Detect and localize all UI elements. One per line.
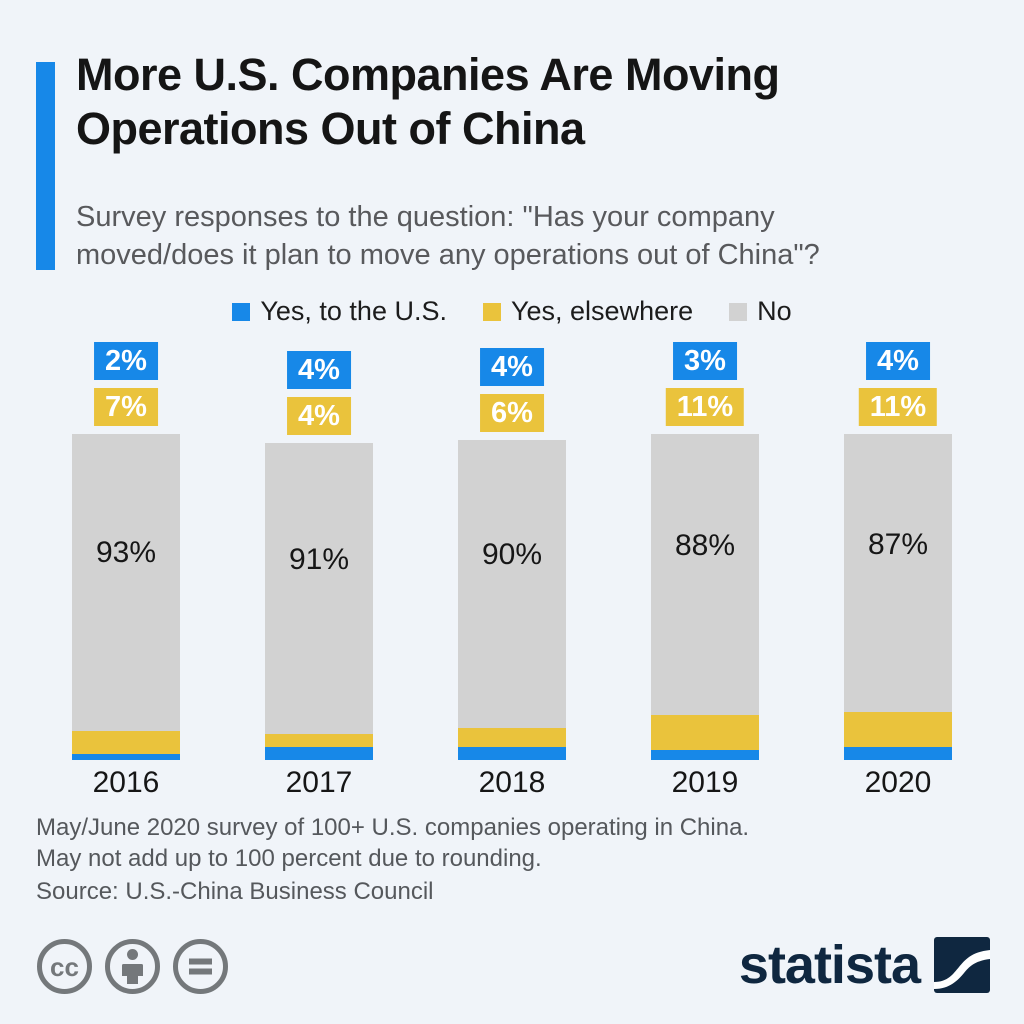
- bar-segment-1: [651, 715, 759, 751]
- attribution-icon: [105, 939, 160, 994]
- bar-column-2017: 91% 4% 4% 2017: [265, 335, 373, 799]
- page-subtitle: Survey responses to the question: "Has y…: [76, 201, 820, 272]
- year-label: 2018: [478, 766, 546, 799]
- value-label-1: 6%: [480, 394, 544, 432]
- bar-segment-2: 93%: [72, 433, 180, 732]
- svg-text:cc: cc: [50, 952, 79, 982]
- cc-license-icon: cc: [37, 939, 92, 994]
- bar-column-2020: 87% 4% 11% 2020: [844, 335, 952, 799]
- source-note: Source: U.S.-China Business Council: [36, 878, 434, 905]
- bar-stack: 88%: [651, 433, 759, 760]
- year-label: 2020: [864, 766, 932, 799]
- bar-segment-0: [844, 747, 952, 760]
- bar-segment-0: [265, 747, 373, 760]
- legend-item-1: Yes, elsewhere: [482, 296, 694, 327]
- footer-note-line1: May/June 2020 survey of 100+ U.S. compan…: [36, 814, 750, 841]
- bar-stack: 91%: [265, 443, 373, 760]
- cc-license-badges: cc: [36, 938, 229, 995]
- value-label-0: 2%: [94, 341, 158, 380]
- legend-swatch-icon: [729, 302, 748, 321]
- legend-item-0: Yes, to the U.S.: [232, 296, 447, 327]
- bar-segment-1: [72, 731, 180, 754]
- inbar-value-label: 88%: [674, 529, 736, 563]
- bar-column-2016: 93% 2% 7% 2016: [72, 335, 180, 799]
- year-label: 2016: [92, 766, 160, 799]
- bar-segment-0: [72, 753, 180, 760]
- bar-segment-1: [844, 712, 952, 748]
- bar-column-2018: 90% 4% 6% 2018: [458, 335, 566, 799]
- legend: Yes, to the U.S. Yes, elsewhere No: [0, 296, 1024, 327]
- year-label: 2017: [285, 766, 353, 799]
- no-derivatives-icon: [173, 939, 228, 994]
- chart: 93% 2% 7% 2016 91% 4% 4% 2017 90% 4% 6% 2018 88% 3% 11…: [0, 335, 1024, 805]
- legend-label: Yes, to the U.S.: [260, 296, 447, 326]
- legend-item-2: No: [729, 296, 792, 327]
- statista-brand: statista: [739, 934, 990, 996]
- value-label-0: 3%: [673, 341, 737, 380]
- title-accent-bar: [36, 62, 55, 270]
- statista-logo-icon: [934, 937, 990, 993]
- value-label-0: 4%: [287, 351, 351, 390]
- value-label-1: 4%: [287, 397, 351, 436]
- inbar-value-label: 93%: [95, 535, 157, 569]
- inbar-value-label: 91%: [288, 542, 350, 576]
- bar-segment-0: [458, 747, 566, 760]
- legend-swatch-icon: [482, 302, 501, 321]
- value-label-1: 7%: [94, 387, 158, 426]
- legend-label: No: [757, 296, 792, 326]
- page-title: More U.S. Companies Are Moving Operation…: [76, 49, 780, 154]
- value-label-0: 4%: [480, 348, 544, 386]
- statista-logo-text: statista: [738, 935, 921, 995]
- value-label-1: 11%: [665, 387, 745, 426]
- bar-segment-1: [458, 728, 566, 748]
- value-label-1: 11%: [858, 387, 938, 426]
- bar-stack: 90%: [458, 440, 566, 760]
- year-label: 2019: [671, 766, 739, 799]
- bar-stack: 93%: [72, 433, 180, 760]
- bar-stack: 87%: [844, 433, 952, 760]
- legend-label: Yes, elsewhere: [510, 296, 694, 326]
- value-label-0: 4%: [866, 341, 930, 380]
- bar-segment-2: 87%: [844, 433, 952, 712]
- bar-segment-1: [265, 734, 373, 748]
- bar-segment-2: 90%: [458, 440, 566, 728]
- bar-segment-2: 88%: [651, 433, 759, 716]
- bar-segment-2: 91%: [265, 443, 373, 735]
- footer-note: May/June 2020 survey of 100+ U.S. compan…: [36, 812, 749, 874]
- bar-segment-0: [651, 750, 759, 760]
- legend-swatch-icon: [232, 302, 251, 321]
- inbar-value-label: 90%: [481, 538, 543, 572]
- footer-note-line2: May not add up to 100 percent due to rou…: [36, 845, 542, 872]
- bar-column-2019: 88% 3% 11% 2019: [651, 335, 759, 799]
- inbar-value-label: 87%: [867, 527, 929, 561]
